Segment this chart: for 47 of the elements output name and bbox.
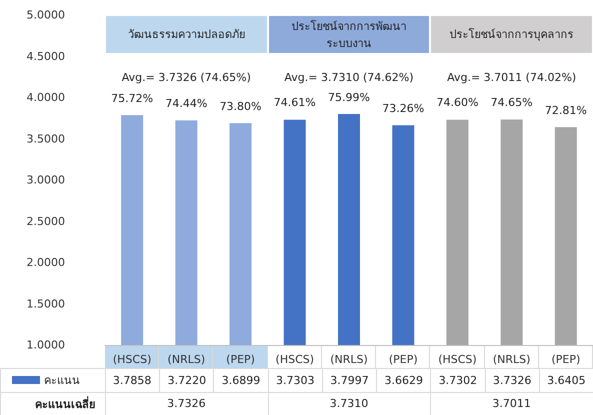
text: 3.7310 [328,396,370,412]
x-tick-label: (PEP) [551,353,580,366]
data-label: 3.7302 [430,368,485,392]
y-tick-label: 2.0000 [26,256,65,269]
annotation: 75.72% [110,90,154,107]
y-tick-label: 4.0000 [26,91,65,104]
data-label: 3.7326 [484,368,539,392]
data-label: 3.7858 [112,372,152,388]
data-label: 3.7997 [322,368,376,392]
data-label: 3.6899 [213,368,268,392]
data-label: 3.6629 [376,368,430,392]
y-tick-label: 1.0000 [26,338,65,352]
y-tick-label: 4.5000 [26,50,65,63]
header-box: วัฒนธรรมความปลอดภัย [106,16,267,54]
y-tick-label: 3.5000 [26,132,65,146]
annotation: Avg.= 3.7011 (74.02%) [446,70,578,86]
x-tick-label: (NRLS) [168,353,206,366]
text: 3.7011 [491,396,532,412]
annotation: 72.81% [544,102,588,119]
x-tick-label: (HSCS) [438,353,477,366]
text: 3.7326 [166,396,207,412]
annotation: 73.26% [381,100,426,117]
annotation: Avg.= 3.7310 (74.62%) [283,70,415,86]
header-box: ประโยชน์จากการพัฒนาระบบงาน [268,16,430,54]
x-tick-label: (PEP) [388,353,418,366]
y-tick-label: 5.0000 [26,8,65,22]
annotation: 74.61% [272,95,317,112]
x-tick-label: (NRLS) [330,353,368,366]
data-label: 3.6405 [538,368,593,392]
x-tick-label: (NRLS) [492,353,530,366]
annotation: 74.44% [164,96,208,112]
annotation: 75.99% [327,90,371,106]
y-tick-label: 3.0000 [26,174,65,186]
annotation: 74.60% [435,95,480,112]
data-label: 3.7220 [159,368,214,392]
annotation: 73.80% [218,98,263,115]
annotation: 74.65% [490,95,534,112]
data-label: 3.7303 [268,368,322,392]
x-tick-label: (HSCS) [276,353,314,366]
x-tick-label: (PEP) [226,353,255,366]
header-box: ประโยชน์จากการบุคลากร [431,16,592,54]
y-tick-label: 2.5000 [26,214,65,228]
x-tick-label: (HSCS) [112,353,152,366]
text: คะแนนเฉลี่ย [34,395,96,412]
y-tick-label: 1.5000 [26,297,65,310]
annotation: Avg.= 3.7326 (74.65%) [120,70,252,86]
legend-label: คะแนน [43,373,81,389]
